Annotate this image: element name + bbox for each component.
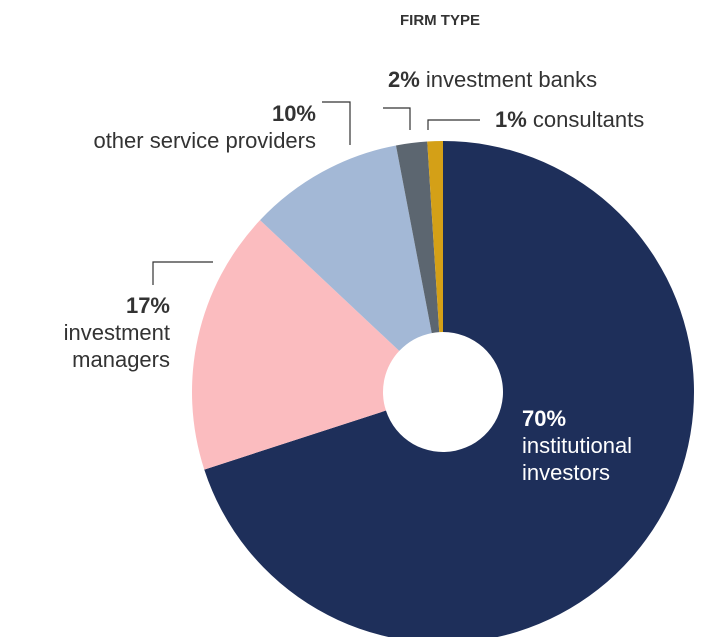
percent-label: 2% xyxy=(388,67,420,92)
percent-label: 1% xyxy=(495,107,527,132)
category-label: institutional investors xyxy=(522,433,633,485)
category-label: investment managers xyxy=(63,320,170,372)
leader-line xyxy=(152,261,213,285)
slice xyxy=(192,220,400,470)
slice xyxy=(395,141,440,334)
slice-label: 1% consultants xyxy=(495,106,715,133)
chart-title: FIRM TYPE xyxy=(399,12,480,29)
slice-label: 17% investment managers xyxy=(20,292,170,373)
category-label: other service providers xyxy=(93,128,316,153)
leader-line xyxy=(383,107,411,130)
slice-label: 70% institutional investors xyxy=(522,405,702,486)
percent-label: 10% xyxy=(271,101,316,126)
slice-label: 10% other service providers xyxy=(20,100,316,154)
slice xyxy=(260,145,432,351)
category-label: investment banks xyxy=(425,67,598,92)
slice xyxy=(204,141,695,637)
slice xyxy=(427,141,443,333)
leader-line xyxy=(322,101,351,145)
category-label: consultants xyxy=(532,107,645,132)
leader-line xyxy=(427,119,480,130)
slice-label: 2% investment banks xyxy=(388,66,688,93)
percent-label: 17% xyxy=(125,293,170,318)
percent-label: 70% xyxy=(522,406,567,431)
